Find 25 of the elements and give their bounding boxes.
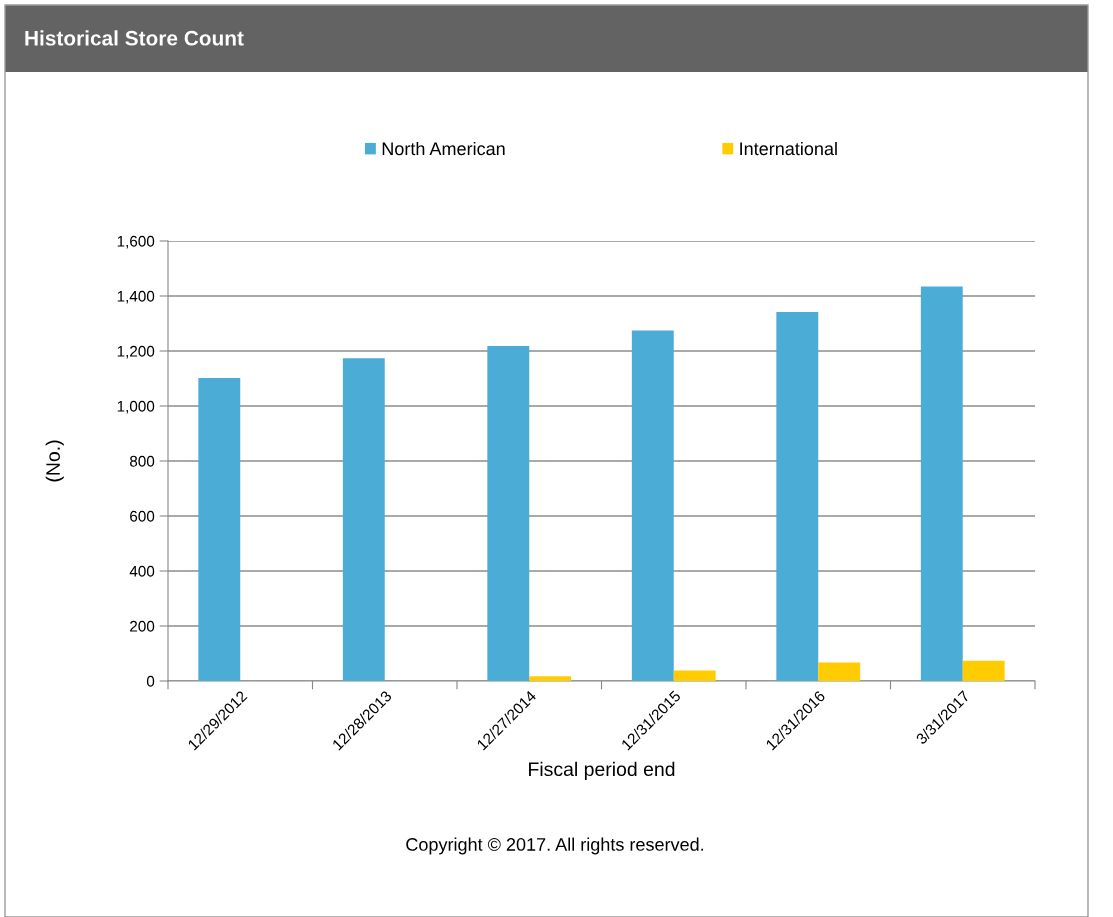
y-tick-label: 1,000	[117, 400, 155, 414]
y-tick-label: 200	[130, 620, 155, 632]
bar	[673, 670, 716, 681]
y-tick-label: 0	[146, 675, 155, 687]
text: Copyright © 2017. All rights reserved.	[406, 837, 704, 855]
bar	[818, 662, 861, 681]
y-axis-title: (No.)	[45, 440, 64, 482]
bar	[342, 358, 385, 681]
y-tick-label: 1,400	[117, 290, 155, 304]
y-tick-label: 1,600	[117, 235, 155, 249]
legend-label: North American	[382, 141, 505, 156]
legend-label: International	[740, 141, 837, 156]
bar	[631, 330, 674, 681]
bar	[529, 676, 572, 681]
y-tick-label: 400	[129, 565, 155, 577]
bar	[920, 286, 963, 681]
bar	[776, 311, 819, 681]
bar	[198, 377, 241, 681]
bar	[962, 660, 1005, 681]
y-tick-label: 600	[130, 510, 155, 522]
chart-title: Historical Store Count	[25, 30, 244, 46]
y-tick-label: 800	[129, 455, 155, 467]
y-tick-label: 1,200	[117, 345, 155, 359]
x-axis-title: Fiscal period end	[529, 761, 675, 780]
bar	[487, 346, 530, 681]
